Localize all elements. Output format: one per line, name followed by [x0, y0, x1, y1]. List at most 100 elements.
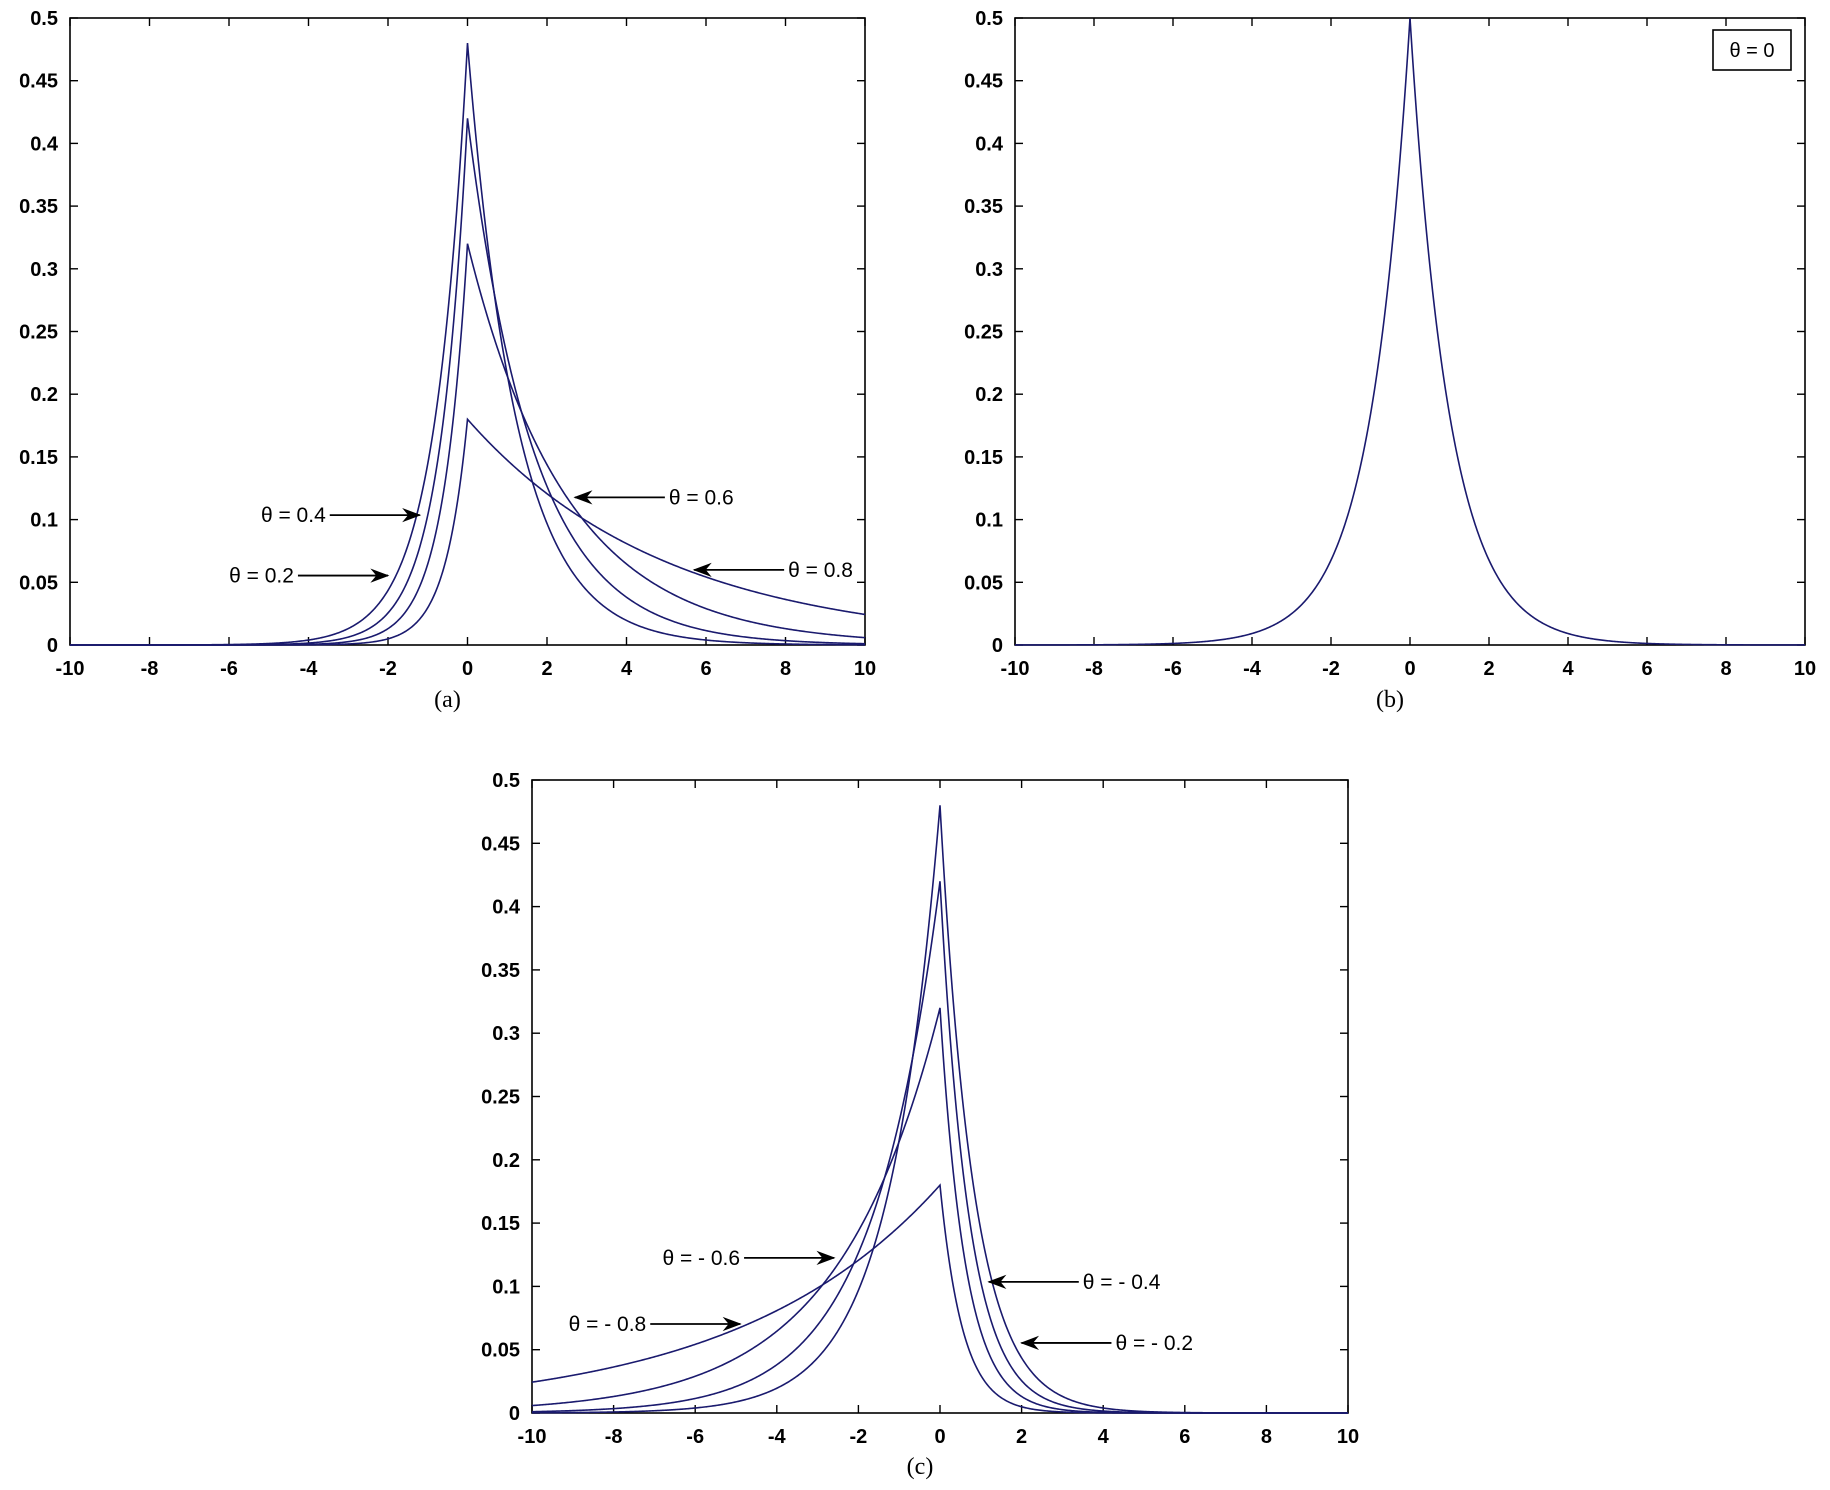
- x-tick-label: 2: [1016, 1426, 1027, 1448]
- x-tick-label: 10: [1337, 1426, 1359, 1448]
- y-tick-label: 0.45: [964, 71, 1003, 93]
- y-tick-label: 0.4: [975, 133, 1004, 155]
- y-tick-label: 0.45: [19, 71, 58, 93]
- x-tick-label: -2: [1322, 658, 1340, 680]
- series-line: [531, 1007, 1348, 1414]
- panel-label: (c): [907, 1454, 934, 1480]
- x-tick-label: 4: [1562, 658, 1574, 680]
- annotation-label: θ = - 0.8: [569, 1313, 647, 1336]
- y-tick-label: 0.05: [19, 572, 58, 594]
- y-tick-label: 0.35: [481, 960, 520, 982]
- y-tick-label: 0.5: [30, 8, 58, 30]
- y-tick-label: 0.2: [975, 384, 1003, 406]
- annotation-arrowhead: [370, 568, 390, 583]
- y-tick-label: 0.15: [19, 447, 58, 469]
- series-line: [1015, 17, 1805, 646]
- y-tick-label: 0.3: [492, 1023, 520, 1045]
- y-tick-label: 0.2: [30, 384, 58, 406]
- annotation-arrowhead: [987, 1274, 1007, 1290]
- x-tick-label: -4: [300, 658, 319, 680]
- panel-a: -10 -8 -6 -4 -2 0 2 4 6 8 10 0 0.05 0.1 0.15 0.2 0.25 0.3…: [19, 8, 876, 713]
- y-tick-label: 0.35: [964, 196, 1003, 218]
- y-tick-label: 0.35: [19, 196, 58, 218]
- x-tick-label: -8: [1085, 658, 1103, 680]
- annotation-arrowhead: [402, 507, 422, 523]
- annotation-label: θ = 0.6: [669, 486, 734, 509]
- y-tick-label: 0.1: [30, 510, 58, 532]
- axes-box: [69, 17, 866, 646]
- y-tick-label: 0.45: [481, 833, 520, 855]
- x-tick-label: -2: [379, 658, 397, 680]
- y-tick-label: 0: [992, 635, 1003, 657]
- x-tick-label: 0: [462, 658, 473, 680]
- y-tick-label: 0: [509, 1403, 520, 1425]
- x-tick-label: -6: [1164, 658, 1182, 680]
- annotation-arrowhead: [692, 562, 712, 577]
- x-tick-label: -6: [686, 1426, 704, 1448]
- y-tick-label: 0.4: [30, 133, 59, 155]
- y-tick-label: 0.3: [30, 259, 58, 281]
- y-tick-label: 0.25: [481, 1087, 520, 1109]
- x-tick-label: 0: [1404, 658, 1415, 680]
- x-tick-label: 8: [1261, 1426, 1272, 1448]
- annotation-arrowhead: [1020, 1335, 1040, 1351]
- x-tick-label: -4: [1243, 658, 1262, 680]
- series-line: [531, 805, 1348, 1414]
- x-tick-label: 6: [700, 658, 711, 680]
- series-line: [70, 43, 866, 646]
- axes-box: [531, 779, 1349, 1414]
- series-line: [70, 417, 866, 646]
- y-tick-label: 0.1: [492, 1276, 520, 1298]
- annotation-label: θ = - 0.6: [662, 1247, 740, 1270]
- legend-box: [1712, 29, 1792, 71]
- y-tick-label: 0.25: [964, 322, 1003, 344]
- x-tick-label: 6: [1641, 658, 1652, 680]
- annotation-arrowhead: [816, 1250, 836, 1266]
- x-tick-label: -10: [1001, 658, 1030, 680]
- x-tick-label: -10: [518, 1426, 547, 1448]
- annotation-label: θ = 0.8: [788, 559, 853, 582]
- x-tick-label: -10: [56, 658, 85, 680]
- x-tick-label: -4: [768, 1426, 787, 1448]
- x-tick-label: 2: [541, 658, 552, 680]
- series-line: [531, 881, 1348, 1414]
- y-tick-label: 0.1: [975, 510, 1003, 532]
- x-tick-label: 4: [621, 658, 633, 680]
- x-tick-label: 8: [1720, 658, 1731, 680]
- y-tick-label: 0.25: [19, 322, 58, 344]
- y-tick-label: 0.2: [492, 1150, 520, 1172]
- annotation-arrowhead: [573, 490, 593, 505]
- annotation-label: θ = - 0.4: [1083, 1271, 1161, 1294]
- panel-c: -10 -8 -6 -4 -2 0 2 4 6 8 10 0 0.05 0.1 0.15 0.2 0.25 0.3…: [481, 770, 1359, 1480]
- series-line: [70, 243, 866, 646]
- axes-box: [1014, 17, 1806, 646]
- annotation-label: θ = 0.4: [261, 504, 326, 527]
- x-tick-label: 10: [1794, 658, 1816, 680]
- x-tick-label: -8: [141, 658, 159, 680]
- y-tick-label: 0.5: [975, 8, 1003, 30]
- x-tick-label: 2: [1483, 658, 1494, 680]
- annotation-arrowhead: [722, 1316, 742, 1332]
- panel-label: (b): [1376, 687, 1404, 713]
- x-tick-label: 6: [1179, 1426, 1190, 1448]
- series-line: [531, 1183, 1348, 1414]
- y-tick-label: 0.15: [964, 447, 1003, 469]
- y-tick-label: 0.15: [481, 1213, 520, 1235]
- x-tick-label: -2: [850, 1426, 868, 1448]
- x-tick-label: -6: [220, 658, 238, 680]
- x-tick-label: 8: [780, 658, 791, 680]
- y-tick-label: 0.5: [492, 770, 520, 792]
- annotation-label: θ = - 0.2: [1115, 1332, 1193, 1355]
- panel-b: -10 -8 -6 -4 -2 0 2 4 6 8 10 0 0.05 0.1 0.15 0.2 0.25 0.3…: [964, 8, 1816, 713]
- y-tick-label: 0.3: [975, 259, 1003, 281]
- x-tick-label: -8: [605, 1426, 623, 1448]
- y-tick-label: 0.4: [492, 897, 521, 919]
- panel-label: (a): [434, 687, 461, 713]
- x-tick-label: 0: [934, 1426, 945, 1448]
- x-tick-label: 4: [1098, 1426, 1110, 1448]
- y-tick-label: 0.05: [964, 572, 1003, 594]
- series-line: [70, 118, 866, 646]
- y-tick-label: 0: [47, 635, 58, 657]
- legend-label: θ = 0: [1729, 40, 1774, 62]
